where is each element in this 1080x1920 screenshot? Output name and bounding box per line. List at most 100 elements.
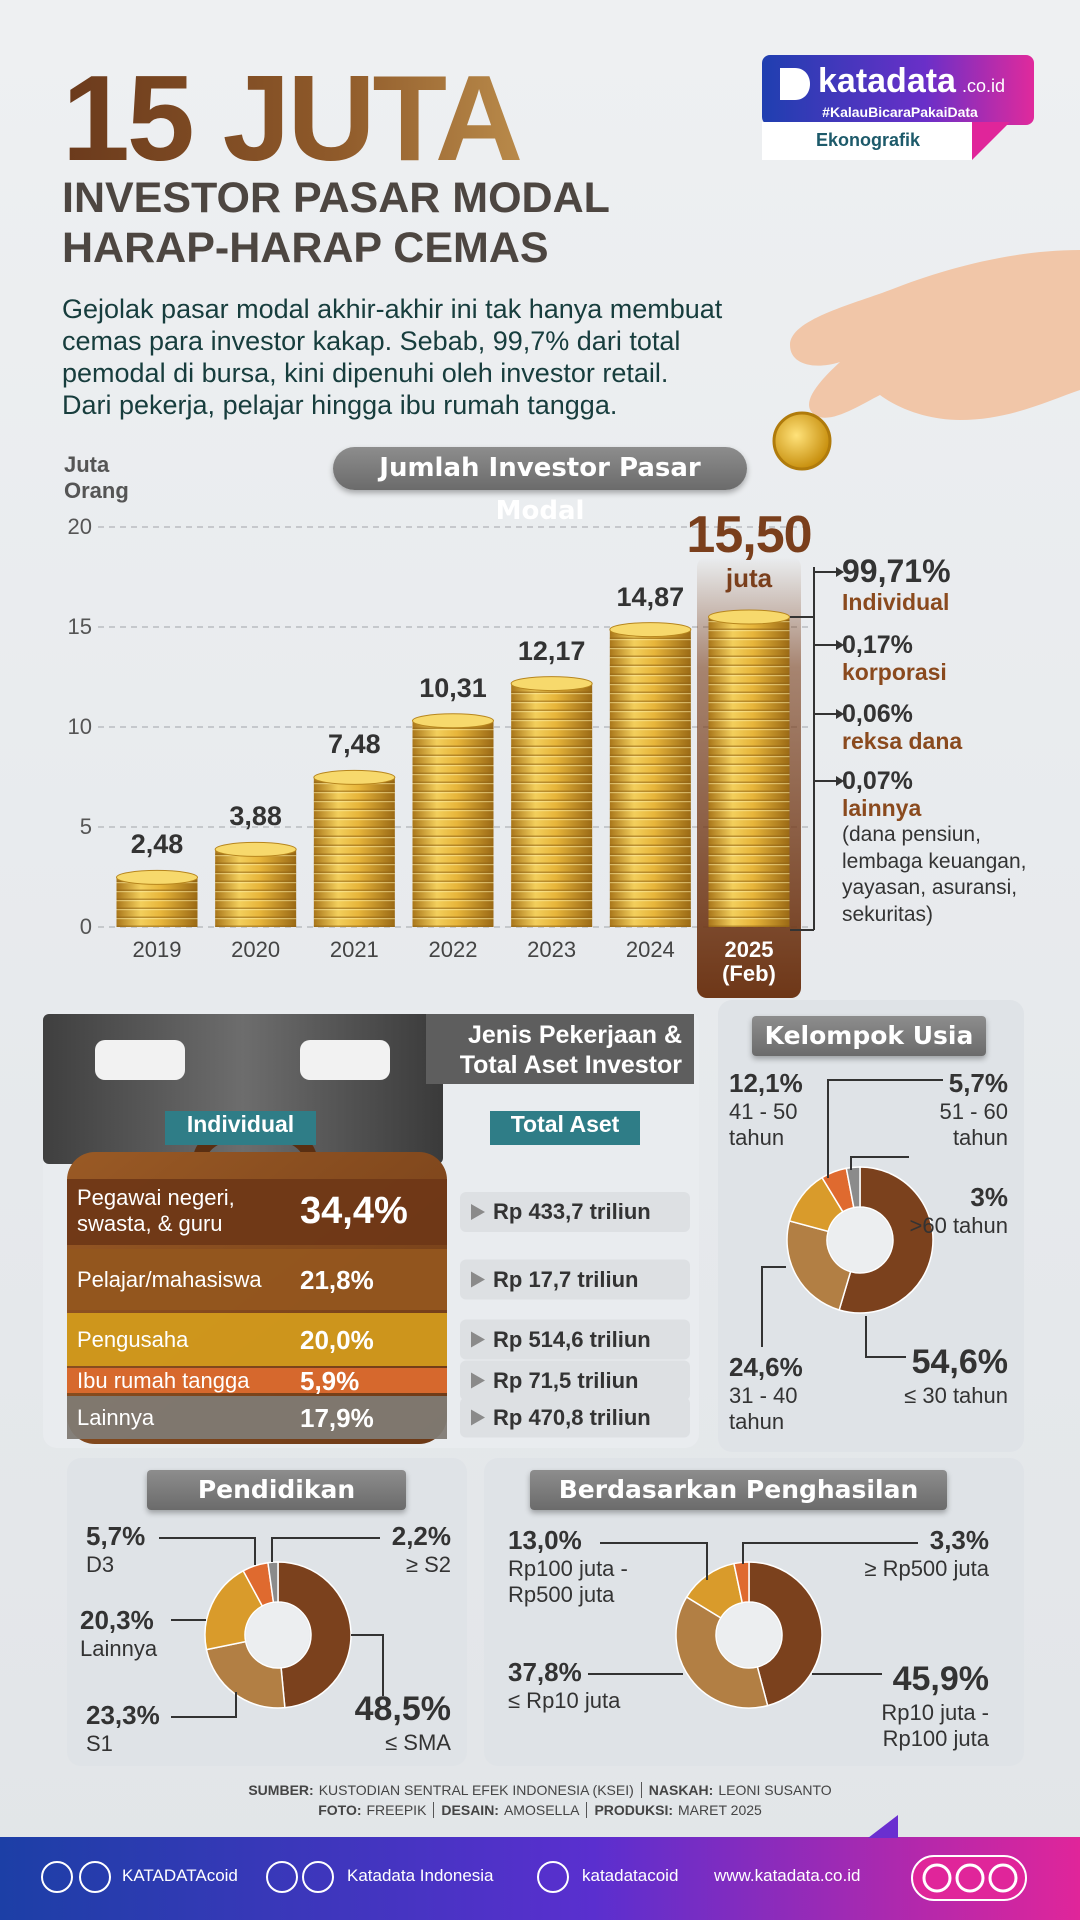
- chart-title: Pendidikan: [147, 1470, 406, 1510]
- cuff: [300, 1040, 390, 1080]
- donut-slice: [205, 1640, 286, 1709]
- hand: [790, 250, 1080, 420]
- leader-line: [600, 1542, 708, 1580]
- unit-note: juta: [725, 563, 773, 593]
- leader-line: [761, 1266, 786, 1347]
- footer-bar: [0, 1837, 1080, 1920]
- slice-value: 5,7%: [86, 1521, 146, 1551]
- leader-line: [159, 1537, 256, 1565]
- slice-value: 13,0%: [508, 1525, 582, 1555]
- slice-value: 3,3%: [929, 1525, 989, 1555]
- slice-value: 23,3%: [86, 1700, 160, 1730]
- credit-line: SUMBER: KUSTODIAN SENTRAL EFEK INDONESIA …: [0, 1782, 1080, 1798]
- x-tick-label: 2020: [231, 937, 281, 962]
- row-band: [67, 1313, 447, 1366]
- column-header: Individual: [165, 1111, 316, 1145]
- social-handle: katadatacoid: [582, 1866, 679, 1885]
- intro-line: Dari pekerja, pelajar hingga ibu rumah t…: [62, 390, 617, 420]
- credit-text: MARET 2025: [678, 1802, 762, 1818]
- logo-box: [762, 55, 1034, 125]
- credit-label: PRODUKSI:: [594, 1802, 674, 1818]
- annotation-value: 0,07%: [842, 767, 913, 795]
- social-icon: [266, 1861, 298, 1893]
- row-arrow: [471, 1372, 485, 1389]
- credit: DESAIN: AMOSELLA: [433, 1802, 586, 1818]
- row-asset: Rp 514,6 triliun: [493, 1326, 651, 1352]
- social-icon: [41, 1861, 73, 1893]
- slice-value: 48,5%: [354, 1690, 451, 1728]
- annotation-text: korporasi: [842, 659, 947, 685]
- credit-text: AMOSELLA: [503, 1802, 580, 1818]
- y-tick-label: 20: [67, 514, 92, 539]
- slice-value: 45,9%: [892, 1660, 989, 1698]
- annotation-arrowhead: [836, 567, 844, 577]
- slice-label: 51 - 60 tahun: [939, 1099, 1009, 1150]
- bar-coins: [609, 629, 691, 927]
- annotation-arrowhead: [836, 640, 844, 650]
- credit-label: SUMBER:: [248, 1782, 314, 1798]
- leader-line: [850, 1156, 909, 1170]
- donut-slice: [733, 1561, 750, 1604]
- row-arrow: [471, 1409, 485, 1426]
- annotation-value: 0,06%: [842, 700, 913, 728]
- annotation-text: reksa dana: [842, 728, 963, 754]
- leader-line: [271, 1537, 380, 1562]
- slice-label: >60 tahun: [909, 1213, 1008, 1238]
- social-handle: Katadata Indonesia: [347, 1866, 494, 1885]
- value-label: 15,50: [686, 506, 812, 564]
- bar-coins: [215, 849, 297, 927]
- y-axis-label: Juta Orang: [64, 452, 129, 504]
- x-tick-label: 2019: [132, 937, 182, 962]
- slice-value: 5,7%: [948, 1068, 1008, 1098]
- coin: [772, 411, 832, 471]
- social-icon: [302, 1861, 334, 1893]
- row-band: [67, 1179, 447, 1245]
- license-icon: [988, 1863, 1018, 1893]
- annotation-value: 99,71%: [842, 553, 951, 589]
- value-label: 10,31: [419, 672, 487, 703]
- logo-corner: [972, 122, 1010, 160]
- intro-line: pemodal di bursa, kini dipenuhi oleh inv…: [62, 358, 668, 388]
- donut-hole: [828, 1208, 892, 1272]
- social-icon: [79, 1861, 111, 1893]
- credit: SUMBER: KUSTODIAN SENTRAL EFEK INDONESIA …: [241, 1782, 640, 1798]
- slice-value: 37,8%: [508, 1657, 582, 1687]
- logo-band: [762, 122, 972, 160]
- row-asset: Rp 470,8 triliun: [493, 1404, 651, 1430]
- row-name: Pengusaha: [77, 1326, 189, 1352]
- row-band: [67, 1249, 447, 1310]
- x-tick-label: 2022: [428, 937, 478, 962]
- donut-hole: [246, 1603, 310, 1667]
- cuff: [95, 1040, 185, 1080]
- slice-label: ≥ S2: [405, 1552, 451, 1577]
- slice-label: ≤ SMA: [385, 1730, 451, 1755]
- slice-value: 54,6%: [911, 1343, 1008, 1381]
- title: 15 JUTA: [62, 50, 520, 186]
- annotation-note: (dana pensiun, lembaga keuangan, yayasan…: [842, 823, 1027, 926]
- annotation-arrowhead: [836, 709, 844, 719]
- y-tick-label: 0: [79, 914, 92, 939]
- chart-title: Kelompok Usia: [752, 1016, 986, 1056]
- logo-mark: [780, 68, 810, 100]
- row-share: 5,9%: [300, 1365, 360, 1396]
- bar-top: [214, 841, 297, 857]
- slice-label: D3: [86, 1552, 115, 1577]
- slice-label: Rp10 juta - Rp100 juta: [881, 1700, 989, 1751]
- credit: PRODUKSI: MARET 2025: [586, 1802, 768, 1818]
- credit-text: FREEPIK: [366, 1802, 427, 1818]
- row-share: 34,4%: [300, 1190, 408, 1232]
- slice-value: 12,1%: [729, 1068, 803, 1098]
- donut-slice: [748, 1561, 823, 1707]
- leader-line: [351, 1634, 384, 1696]
- bar-coins: [412, 720, 494, 927]
- leader-line: [865, 1316, 906, 1358]
- chart-title: Jumlah Investor Pasar Modal: [333, 447, 747, 526]
- table-title: Jenis Pekerjaan & Total Aset Investor: [426, 1014, 694, 1084]
- x-tick-label: 2023: [527, 937, 577, 962]
- bar-coins: [511, 683, 593, 927]
- row-share: 21,8%: [300, 1264, 374, 1295]
- intro-line: cemas para investor kakap. Sebab, 99,7% …: [62, 326, 680, 356]
- credit-label: DESAIN:: [441, 1802, 499, 1818]
- donut-slice: [675, 1596, 769, 1709]
- row-asset: Rp 17,7 triliun: [493, 1266, 639, 1292]
